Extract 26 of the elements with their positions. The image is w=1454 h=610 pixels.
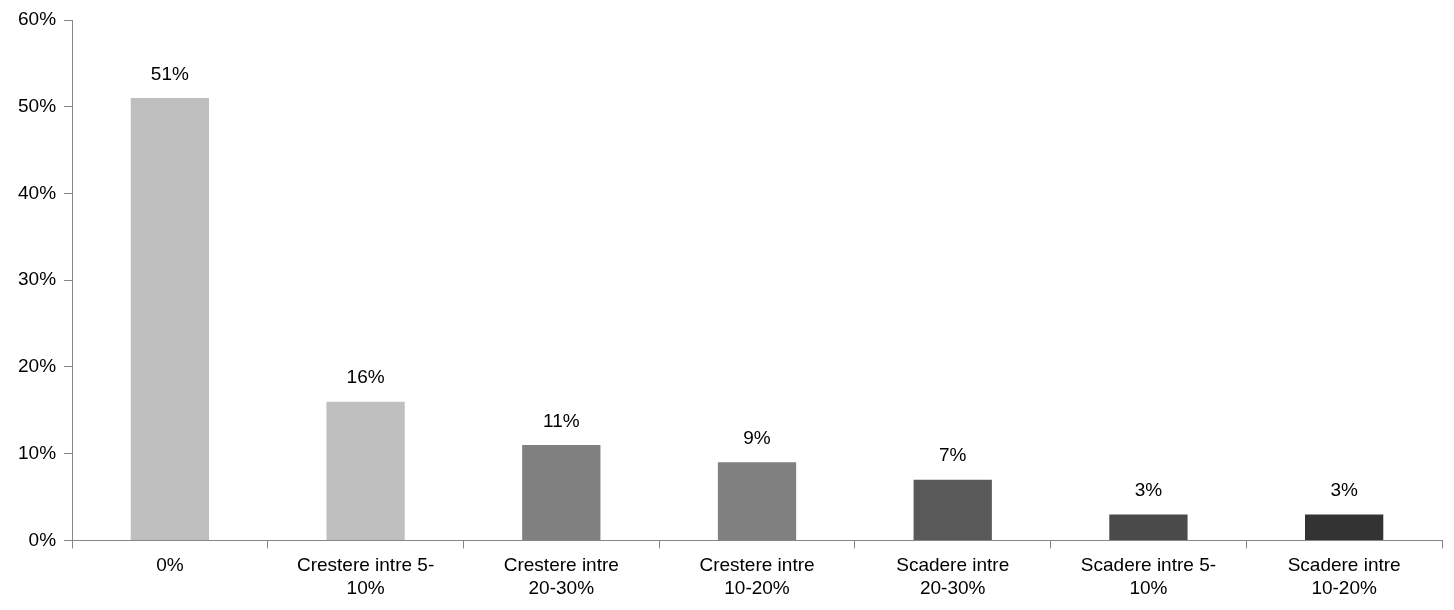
y-tick-label: 60% — [18, 8, 57, 30]
data-label: 3% — [1330, 479, 1358, 501]
bar — [1305, 514, 1384, 540]
x-tick-label: Scadere intre 5- 10% — [1080, 554, 1217, 598]
data-label: 11% — [542, 409, 580, 431]
x-tick-label: Scadere intre 20-30% — [896, 554, 1010, 598]
data-label: 16% — [346, 366, 385, 388]
x-tick-label: Crestere intre 5- 10% — [296, 554, 435, 598]
bar — [130, 98, 210, 540]
bar — [326, 401, 405, 540]
bar — [913, 479, 992, 540]
x-tick-label: 0% — [156, 554, 184, 576]
y-tick-label: 20% — [18, 355, 57, 377]
data-label: 7% — [938, 444, 967, 466]
x-tick-label: Scadere intre 10-20% — [1287, 554, 1401, 598]
x-tick-label: Crestere intre 20-30% — [503, 554, 619, 598]
data-label: 3% — [1134, 479, 1163, 501]
y-tick-label: 50% — [18, 94, 57, 116]
bar — [1109, 514, 1188, 540]
y-tick-label: 10% — [18, 441, 57, 463]
x-tick-label: Crestere intre 10-20% — [699, 554, 815, 598]
y-tick-label: 30% — [18, 268, 57, 290]
y-tick-label: 0% — [28, 528, 57, 550]
data-label: 9% — [743, 427, 771, 449]
data-label: 51% — [150, 62, 189, 84]
y-tick-label: 40% — [18, 181, 57, 203]
